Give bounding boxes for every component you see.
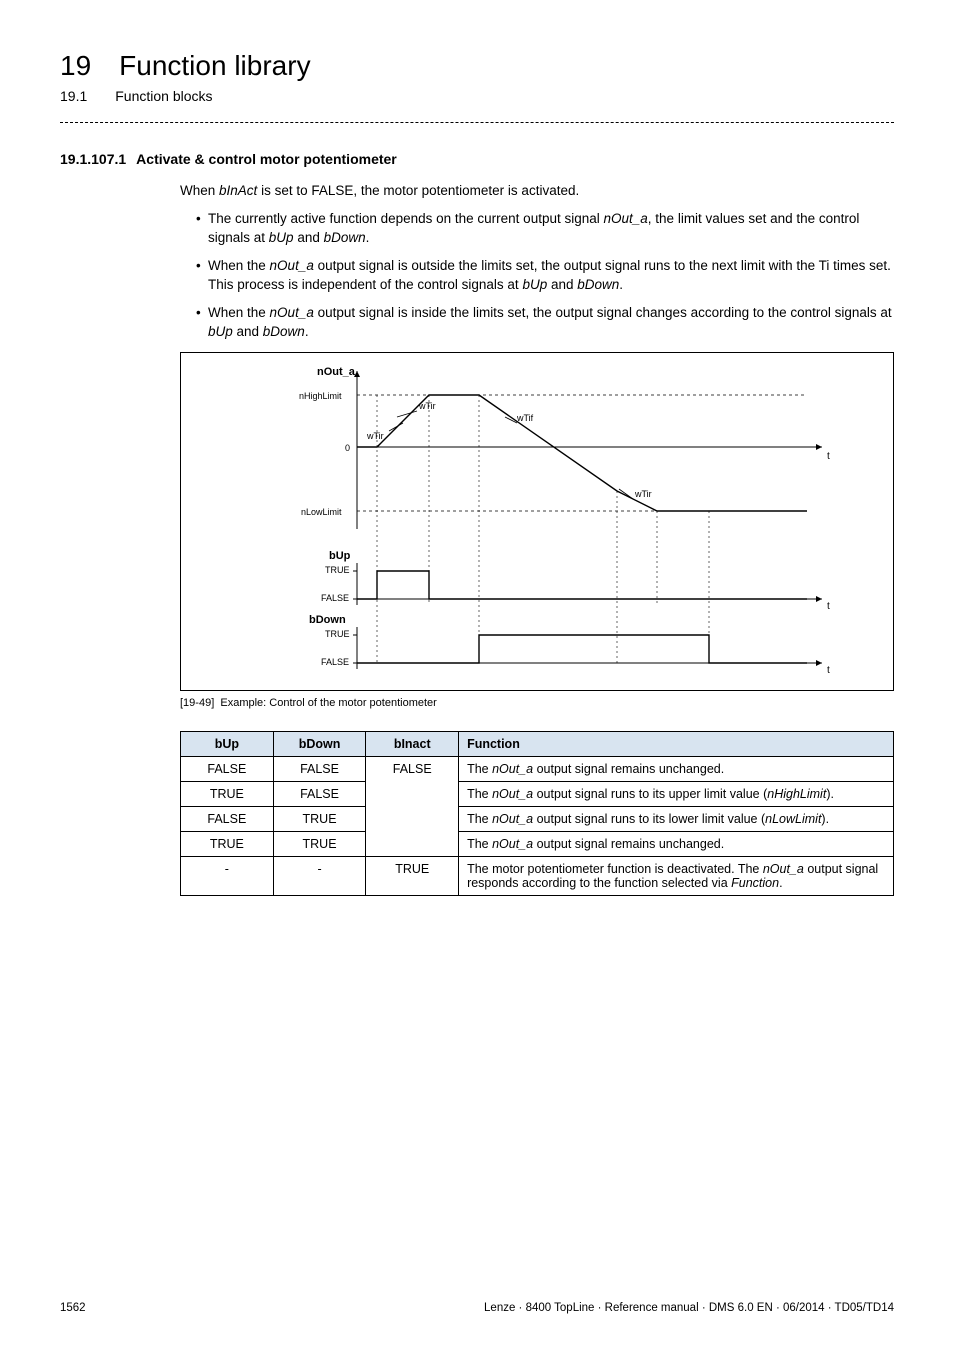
text: . — [619, 277, 623, 292]
divider — [60, 122, 894, 123]
page-footer: 1562 Lenze · 8400 TopLine · Reference ma… — [60, 1302, 894, 1314]
true-label: TRUE — [325, 629, 350, 639]
page-number: 1562 — [60, 1302, 86, 1314]
var: nOut_a — [604, 211, 648, 226]
section-number: 19.1 — [60, 88, 87, 104]
cell: - — [273, 856, 366, 895]
col-bup: bUp — [181, 731, 274, 756]
function-table: bUp bDown bInact Function FALSE FALSE FA… — [180, 731, 894, 896]
var: bDown — [577, 277, 619, 292]
cell-function: The nOut_a output signal runs to its low… — [459, 806, 894, 831]
chapter-number: 19 — [60, 50, 91, 82]
intro-paragraph: When bInAct is set to FALSE, the motor p… — [180, 181, 894, 201]
nlowlimit-label: nLowLimit — [301, 507, 342, 517]
var: bUp — [522, 277, 547, 292]
cell: TRUE — [273, 831, 366, 856]
cell-binact: TRUE — [366, 856, 459, 895]
cell: TRUE — [181, 781, 274, 806]
wtir-label-3: wTir — [634, 489, 652, 499]
text: is set to FALSE, the motor potentiometer… — [257, 183, 579, 198]
text: output signal is inside the limits set, … — [314, 305, 892, 320]
diagram-container: t nOut_a nHighLimit 0 nLowLimit — [180, 352, 894, 691]
col-function: Function — [459, 731, 894, 756]
var: nOut_a — [270, 258, 314, 273]
zero-label: 0 — [345, 443, 350, 453]
table-row: - - TRUE The motor potentiometer functio… — [181, 856, 894, 895]
cell-function: The nOut_a output signal runs to its upp… — [459, 781, 894, 806]
text: and — [547, 277, 577, 292]
cell: FALSE — [273, 781, 366, 806]
text: When the — [208, 305, 270, 320]
col-binact: bInact — [366, 731, 459, 756]
wtif-label: wTif — [516, 413, 534, 423]
cell: TRUE — [181, 831, 274, 856]
wtir-label-2: wTir — [366, 431, 384, 441]
cell: FALSE — [181, 806, 274, 831]
table-row: TRUE TRUE The nOut_a output signal remai… — [181, 831, 894, 856]
cell-function: The motor potentiometer function is deac… — [459, 856, 894, 895]
axis-t-label: t — [827, 665, 830, 676]
text: The currently active function depends on… — [208, 211, 604, 226]
caption-text: Example: Control of the motor potentiome… — [220, 697, 436, 709]
bullet-item: The currently active function depends on… — [196, 209, 894, 248]
section-title: Function blocks — [115, 88, 212, 104]
subsection-title: Activate & control motor potentiometer — [136, 151, 397, 167]
axis-nout-label: nOut_a — [317, 366, 356, 378]
cell: FALSE — [273, 756, 366, 781]
text: When — [180, 183, 219, 198]
bullet-item: When the nOut_a output signal is inside … — [196, 303, 894, 342]
true-label: TRUE — [325, 565, 350, 575]
axis-t-label: t — [827, 601, 830, 612]
cell: - — [181, 856, 274, 895]
text: . — [366, 230, 370, 245]
subsection-header: 19.1.107.1 Activate & control motor pote… — [60, 151, 894, 167]
footer-text: Lenze · 8400 TopLine · Reference manual … — [484, 1302, 894, 1314]
chapter-header: 19 Function library — [60, 50, 894, 82]
cell: TRUE — [273, 806, 366, 831]
cell-function: The nOut_a output signal remains unchang… — [459, 756, 894, 781]
axis-t-label: t — [827, 451, 830, 462]
bullet-list: The currently active function depends on… — [180, 209, 894, 342]
nhighlimit-label: nHighLimit — [299, 391, 342, 401]
var: bDown — [324, 230, 366, 245]
false-label: FALSE — [321, 657, 349, 667]
bullet-item: When the nOut_a output signal is outside… — [196, 256, 894, 295]
bdown-label: bDown — [309, 614, 346, 626]
text: and — [294, 230, 324, 245]
bup-label: bUp — [329, 550, 351, 562]
cell-function: The nOut_a output signal remains unchang… — [459, 831, 894, 856]
chapter-title: Function library — [119, 50, 310, 82]
section-header: 19.1 Function blocks — [60, 88, 894, 104]
var: bDown — [263, 324, 305, 339]
text: and — [233, 324, 263, 339]
cell: FALSE — [181, 756, 274, 781]
col-bdown: bDown — [273, 731, 366, 756]
var: bUp — [269, 230, 294, 245]
figure-caption: [19-49] Example: Control of the motor po… — [180, 697, 894, 709]
table-row: TRUE FALSE The nOut_a output signal runs… — [181, 781, 894, 806]
caption-num: [19-49] — [180, 697, 214, 709]
var: nOut_a — [270, 305, 314, 320]
cell-binact: FALSE — [366, 756, 459, 856]
var: bUp — [208, 324, 233, 339]
timing-diagram: t nOut_a nHighLimit 0 nLowLimit — [187, 361, 887, 681]
wtir-label: wTir — [418, 401, 436, 411]
var-binact: bInAct — [219, 183, 257, 198]
table-row: FALSE FALSE FALSE The nOut_a output sign… — [181, 756, 894, 781]
text: . — [305, 324, 309, 339]
table-row: FALSE TRUE The nOut_a output signal runs… — [181, 806, 894, 831]
false-label: FALSE — [321, 593, 349, 603]
subsection-number: 19.1.107.1 — [60, 151, 126, 167]
text: When the — [208, 258, 270, 273]
